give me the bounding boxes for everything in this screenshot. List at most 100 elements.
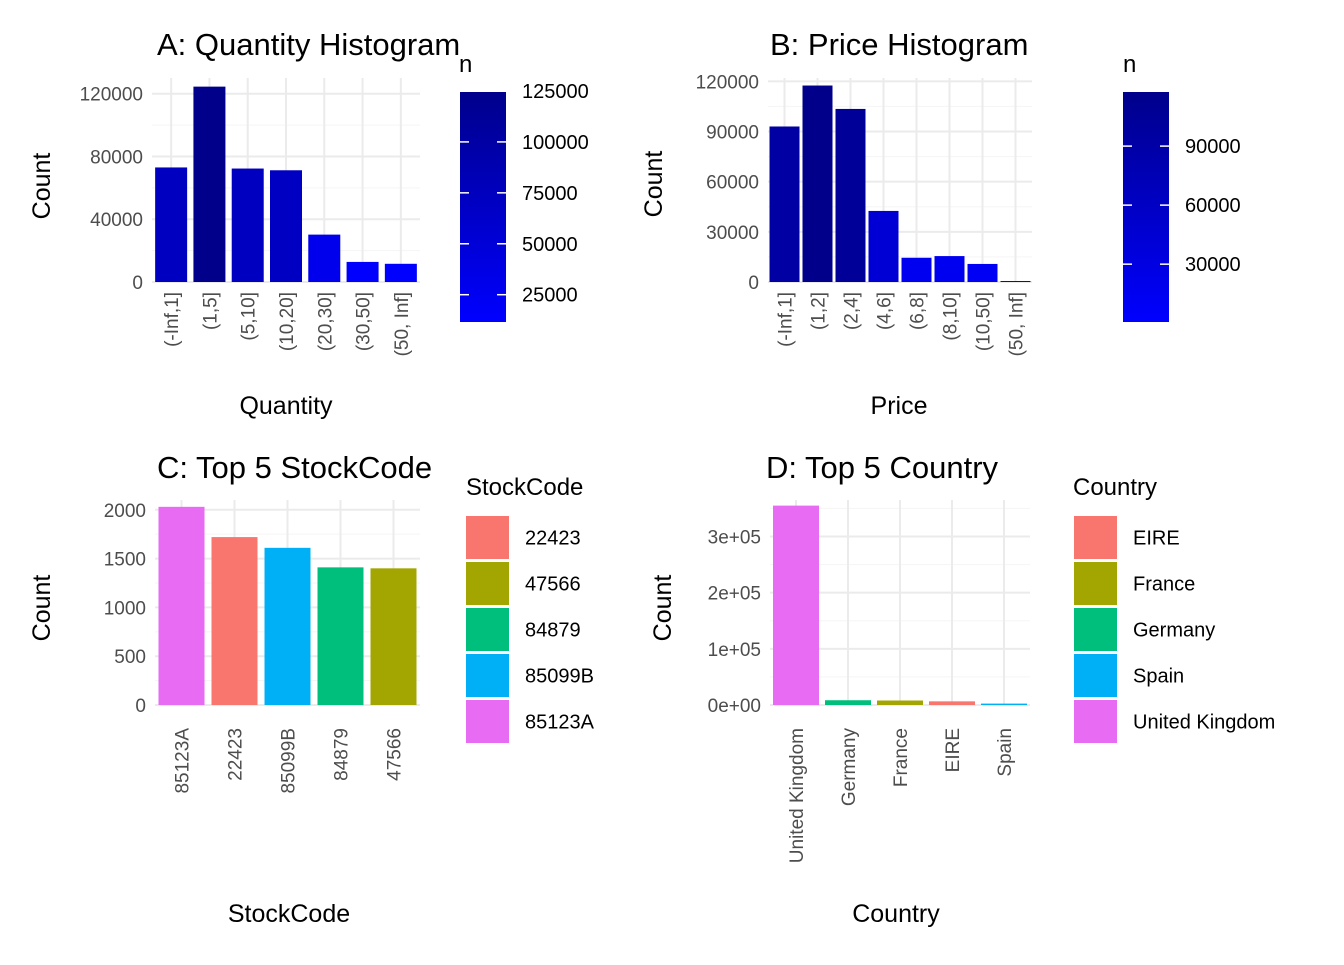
legend-label: France [1133, 574, 1195, 596]
bar [901, 257, 932, 282]
bar [868, 210, 899, 282]
x-tick-label: (6,8] [908, 292, 929, 330]
y-tick-label: 0 [748, 273, 759, 294]
x-tick-label: (-Inf,1] [162, 292, 183, 347]
bar [769, 126, 800, 282]
bar [193, 86, 226, 282]
panel-d-legend: Country EIRE France Germany Spain United King… [1073, 474, 1275, 743]
legend-label: 22423 [525, 528, 581, 550]
y-tick-label: 2e+05 [708, 584, 761, 605]
x-tick-label: (50, Inf] [392, 292, 413, 356]
bar [155, 167, 188, 282]
legend-swatch [1074, 516, 1117, 559]
y-tick-label: 1500 [104, 550, 146, 571]
y-tick-label: 60000 [706, 173, 759, 194]
y-tick-label: 0 [135, 696, 146, 717]
bar [270, 170, 302, 282]
panel-c-plot: 0 500 1000 1500 2000 85123A 22423 85099B 84879 47… [104, 500, 420, 794]
legend-swatch [1074, 654, 1117, 697]
legend-swatch [466, 608, 509, 651]
x-tick-label: (20,30] [315, 292, 336, 351]
panel-a-xlabel: Quantity [239, 392, 333, 420]
legend-swatch [1074, 700, 1117, 743]
y-tick-label: 2000 [104, 501, 146, 522]
legend-title: n [1123, 51, 1136, 78]
legend-label: United Kingdom [1133, 712, 1275, 734]
x-tick-label: (10,50] [974, 292, 995, 351]
panel-b-legend: n 30000 60000 90000 [1123, 51, 1241, 322]
x-tick-label: (-Inf,1] [776, 292, 797, 347]
bar [929, 701, 975, 705]
y-tick-label: 1e+05 [708, 640, 761, 661]
legend-title: StockCode [466, 474, 583, 501]
legend-label: 85099B [525, 666, 594, 688]
x-tick-label: Germany [839, 728, 860, 807]
legend-label: Germany [1133, 620, 1215, 642]
legend-swatch [466, 700, 509, 743]
panel-a-legend: n 25000 50000 75000 100000 125000 [459, 51, 589, 322]
colorbar-label: 60000 [1185, 195, 1241, 217]
panel-b-xlabel: Price [871, 392, 928, 420]
panel-c-xlabel: StockCode [228, 900, 350, 928]
x-tick-label: 47566 [385, 728, 406, 781]
colorbar-label: 100000 [522, 132, 589, 154]
x-tick-label: 22423 [226, 728, 247, 781]
y-tick-label: 1000 [104, 598, 146, 619]
legend-label: Spain [1133, 666, 1184, 688]
panel-b-ylabel: Count [640, 151, 668, 218]
bar [384, 263, 417, 282]
x-tick-label: 85123A [173, 728, 194, 794]
bar [802, 85, 833, 282]
panel-d-plot: 0e+00 1e+05 2e+05 3e+05 United Kingdom German… [708, 500, 1030, 863]
colorbar-label: 30000 [1185, 254, 1241, 276]
legend-swatch [466, 654, 509, 697]
colorbar-label: 25000 [522, 285, 578, 307]
panel-d-ylabel: Count [649, 575, 677, 642]
legend-swatch [466, 562, 509, 605]
x-tick-label: 85099B [279, 728, 300, 794]
bar [981, 703, 1027, 705]
legend-title: n [459, 51, 472, 78]
bar [967, 263, 998, 282]
colorbar-label: 75000 [522, 183, 578, 205]
bar [835, 108, 866, 283]
x-tick-label: EIRE [943, 728, 964, 772]
panel-a-title: A: Quantity Histogram [157, 27, 460, 62]
y-tick-label: 120000 [80, 85, 143, 106]
x-tick-label: (1,2] [809, 292, 830, 330]
bar [825, 700, 871, 705]
panel-c-ylabel: Count [28, 575, 56, 642]
legend-swatch [1074, 562, 1117, 605]
x-tick-label: (2,4] [842, 292, 863, 330]
x-tick-label: Spain [995, 728, 1016, 777]
x-tick-label: United Kingdom [787, 728, 808, 863]
panel-b-title: B: Price Histogram [770, 27, 1028, 62]
legend-swatch [466, 516, 509, 559]
y-tick-label: 90000 [706, 123, 759, 144]
panel-c-title: C: Top 5 StockCode [157, 450, 432, 485]
bar [231, 168, 264, 282]
y-tick-label: 500 [114, 647, 146, 668]
y-tick-label: 0 [132, 273, 143, 294]
colorbar [460, 92, 506, 322]
panel-a-plot: 0 40000 80000 120000 (-Inf,1] (1,5] (5,10] (10,… [80, 78, 420, 356]
y-tick-label: 80000 [90, 147, 143, 168]
bar [1000, 280, 1031, 282]
y-tick-label: 3e+05 [708, 528, 761, 549]
bar [346, 261, 379, 282]
x-tick-label: (50, Inf] [1007, 292, 1028, 356]
y-tick-label: 0e+00 [708, 696, 761, 717]
legend-label: 85123A [525, 712, 595, 734]
panel-c: C: Top 5 StockCode Count StockCode 0 500 1… [28, 450, 595, 928]
bar [877, 700, 923, 705]
y-tick-label: 120000 [696, 72, 759, 93]
panel-d-xlabel: Country [852, 900, 940, 928]
bar [773, 505, 819, 705]
panel-d-title: D: Top 5 Country [766, 450, 999, 485]
bar [370, 568, 417, 705]
x-tick-label: (4,6] [875, 292, 896, 330]
bar [934, 256, 965, 282]
panel-a: A: Quantity Histogram Count Quantity 0 40… [28, 27, 589, 420]
y-tick-label: 30000 [706, 223, 759, 244]
